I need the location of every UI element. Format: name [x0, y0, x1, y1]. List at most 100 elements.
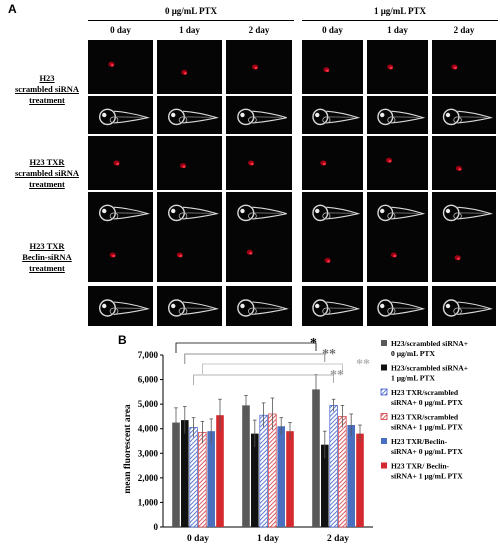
fluorescence-image — [226, 228, 292, 282]
bar — [338, 416, 347, 528]
significance-bracket — [193, 374, 335, 385]
brightfield-image — [432, 96, 496, 134]
group-1-underline — [302, 20, 498, 21]
significance-bracket — [175, 342, 317, 353]
legend-swatch — [381, 462, 387, 469]
row-label-h23txr-scrambled: H23 TXR scrambled siRNA treatment — [4, 157, 90, 190]
brightfield-image — [157, 96, 222, 134]
y-tick-label: 6,000 — [138, 375, 159, 385]
brightfield-image — [432, 192, 496, 230]
significance-bracket — [184, 353, 326, 364]
bar — [172, 422, 180, 527]
bar — [312, 389, 320, 527]
x-tick-label: 2 day — [327, 534, 349, 544]
bar — [207, 431, 215, 527]
fluorescence-image — [226, 136, 292, 190]
brightfield-image — [226, 192, 292, 230]
y-tick-label: 2,000 — [138, 473, 159, 483]
bar — [181, 420, 189, 527]
legend-entry: H23 TXR/scrambled — [391, 388, 459, 397]
legend-entry: siRNA+ 1 μg/mL PTX — [391, 423, 463, 432]
row-label-line: treatment — [29, 263, 65, 273]
group-0-underline — [88, 20, 294, 21]
brightfield-image — [302, 286, 363, 326]
brightfield-image — [302, 192, 363, 230]
legend-entry: 1 μg/mL PTX — [391, 374, 435, 383]
row-label-h23-scrambled: H23 scrambled siRNA treatment — [4, 73, 90, 106]
fluorescence-image — [226, 40, 292, 94]
fluorescence-image — [367, 40, 428, 94]
day-label: 1 day — [179, 25, 200, 35]
y-tick-label: 0 — [154, 522, 159, 532]
brightfield-image — [226, 286, 292, 326]
fluorescence-image — [432, 136, 496, 190]
row-label-line: scrambled siRNA — [15, 84, 79, 94]
fluorescence-image — [302, 136, 363, 190]
brightfield-image — [367, 286, 428, 326]
legend-entry: H23 TXR/scrambled — [391, 413, 459, 422]
bar — [189, 427, 198, 528]
legend-entry: siRNA+ 1 μg/mL PTX — [391, 472, 463, 481]
bar — [286, 431, 294, 527]
legend-entry: siRNA+ 0 μg/mL PTX — [391, 447, 463, 456]
brightfield-image — [302, 96, 363, 134]
legend-entry: H23 TXR/ Beclin- — [391, 462, 450, 471]
significance-mark: * — [310, 336, 317, 351]
fluorescence-image — [157, 136, 222, 190]
bar — [277, 426, 285, 527]
legend-entry: siRNA+ 0 μg/mL PTX — [391, 398, 463, 407]
panel-a-letter: A — [8, 2, 17, 16]
y-tick-label: 7,000 — [138, 350, 159, 360]
legend-swatch — [380, 388, 388, 396]
x-tick-label: 0 day — [187, 534, 209, 544]
group-0-title: 0 μg/mL PTX — [164, 6, 218, 16]
bar — [329, 405, 338, 528]
brightfield-image — [88, 192, 153, 230]
group-1-title: 1 μg/mL PTX — [373, 6, 427, 16]
significance-mark: ** — [356, 357, 370, 372]
brightfield-image — [226, 96, 292, 134]
row-label-line: H23 TXR — [29, 241, 65, 251]
brightfield-image — [367, 96, 428, 134]
row-label-line: scrambled siRNA — [15, 168, 79, 178]
fluorescence-image — [367, 136, 428, 190]
bar — [347, 425, 355, 527]
y-tick-label: 4,000 — [138, 424, 159, 434]
significance-bracket — [201, 363, 343, 374]
row-label-line: treatment — [29, 95, 65, 105]
legend-entry: H23/scrambled siRNA+ — [391, 339, 468, 348]
row-label-h23txr-beclin: H23 TXR Beclin-siRNA treatment — [4, 241, 90, 274]
fluorescence-image — [157, 228, 222, 282]
fluorescence-image — [367, 228, 428, 282]
y-tick-label: 3,000 — [138, 448, 159, 458]
bar — [216, 415, 224, 527]
fluorescence-image — [88, 40, 153, 94]
bar-chart: 0 1,000 2,000 3,000 4,000 5,000 6,000 7,000 mean… — [123, 336, 468, 544]
legend-swatch — [381, 438, 387, 444]
brightfield-image — [88, 96, 153, 134]
row-label-line: Beclin-siRNA — [22, 252, 72, 262]
panel-b-letter: B — [118, 333, 127, 347]
day-label: 2 day — [248, 25, 270, 35]
y-tick-label: 1,000 — [138, 497, 159, 507]
significance-mark: ** — [330, 368, 344, 383]
legend-swatch — [381, 364, 387, 371]
day-label: 1 day — [387, 25, 408, 35]
day-label: 2 day — [453, 25, 475, 35]
fluorescence-image — [302, 228, 363, 282]
bar — [198, 432, 207, 528]
y-tick-label: 5,000 — [138, 399, 159, 409]
bar — [356, 433, 364, 527]
fluorescence-image — [157, 40, 222, 94]
bar — [242, 405, 250, 527]
fluorescence-image — [302, 40, 363, 94]
fluorescence-image — [432, 40, 496, 94]
row-label-line: H23 — [39, 73, 55, 83]
x-tick-label: 1 day — [257, 534, 279, 544]
row-label-line: H23 TXR — [29, 157, 65, 167]
brightfield-image — [157, 192, 222, 230]
bar — [321, 444, 329, 527]
legend-entry: 0 μg/mL PTX — [391, 349, 435, 358]
legend-swatch — [381, 340, 387, 346]
fluorescence-image — [88, 228, 153, 282]
